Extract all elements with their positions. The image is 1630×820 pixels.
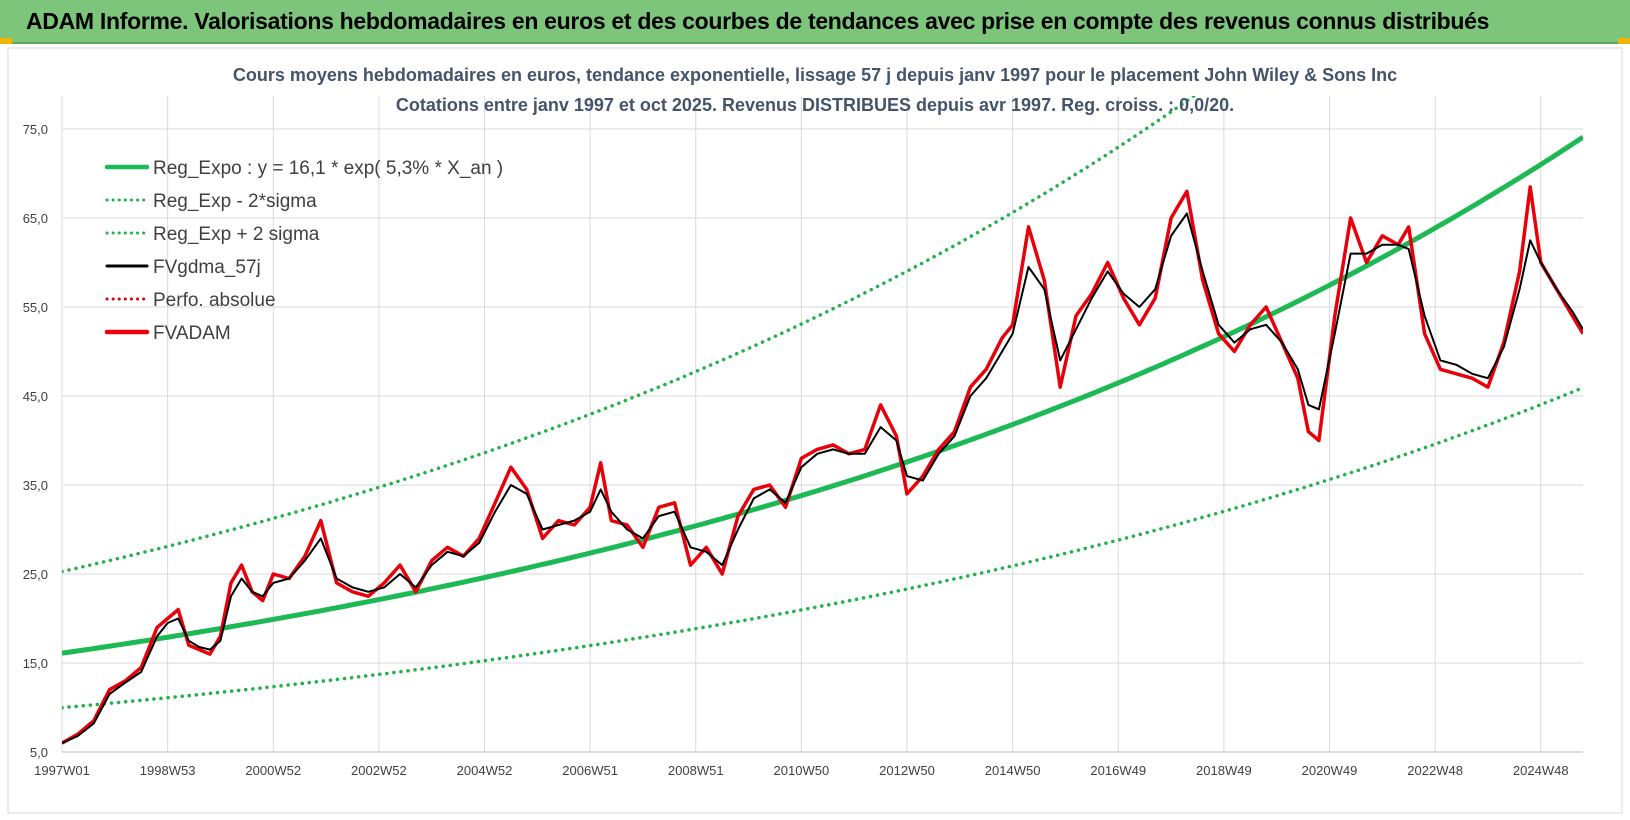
banner-title: ADAM Informe. Valorisations hebdomadaire… xyxy=(26,8,1490,34)
x-tick-label: 2012W50 xyxy=(879,763,935,778)
x-tick-label: 2010W50 xyxy=(774,763,830,778)
legend-label: FVADAM xyxy=(153,323,231,344)
corner-mark-right xyxy=(1618,38,1630,44)
series-reg-exp-plus-2sigma xyxy=(62,96,1197,574)
chart-subtitle: Cotations entre janv 1997 et oct 2025. R… xyxy=(396,95,1234,115)
x-tick-label: 2000W52 xyxy=(245,763,301,778)
banner: ADAM Informe. Valorisations hebdomadaire… xyxy=(0,0,1630,44)
legend-label: Reg_Exp - 2*sigma xyxy=(153,191,317,212)
chart-svg: 5,0 15,0 25,0 35,0 45,0 55,0 65,0 75,0 1997W01 19… xyxy=(7,47,1623,814)
chart-title: Cours moyens hebdomadaires en euros, ten… xyxy=(233,65,1397,85)
x-tick-label: 2016W49 xyxy=(1090,763,1146,778)
x-tick-label: 2022W48 xyxy=(1407,763,1463,778)
x-tick-label: 2006W51 xyxy=(562,763,618,778)
y-tick-label: 15,0 xyxy=(23,656,48,671)
legend-label: FVgdma_57j xyxy=(153,257,261,278)
series-reg-exp-minus-2sigma xyxy=(62,385,1583,710)
y-tick-label: 75,0 xyxy=(23,122,48,137)
y-tick-label: 25,0 xyxy=(23,567,48,582)
series-reg-expo xyxy=(62,135,1583,656)
x-tick-label: 1998W53 xyxy=(140,763,196,778)
x-tick-label: 2008W51 xyxy=(668,763,724,778)
x-tick-label: 2024W48 xyxy=(1513,763,1569,778)
series-fvgdma-57j xyxy=(62,212,1583,745)
y-tick-label: 65,0 xyxy=(23,211,48,226)
chart-area: 5,0 15,0 25,0 35,0 45,0 55,0 65,0 75,0 1997W01 19… xyxy=(0,46,1630,815)
axes: 5,0 15,0 25,0 35,0 45,0 55,0 65,0 75,0 1997W01 19… xyxy=(23,122,1583,778)
legend-label: Reg_Expo : y = 16,1 * exp( 5,3% * X_an ) xyxy=(153,158,503,179)
y-tick-label: 5,0 xyxy=(30,745,48,760)
x-tick-label: 2020W49 xyxy=(1302,763,1358,778)
chart-frame xyxy=(7,47,1623,814)
legend: Reg_Expo : y = 16,1 * exp( 5,3% * X_an )… xyxy=(104,158,503,344)
y-tick-label: 45,0 xyxy=(23,389,48,404)
x-tick-label: 2002W52 xyxy=(351,763,407,778)
series xyxy=(62,96,1583,745)
x-tick-label: 2004W52 xyxy=(457,763,513,778)
series-fvadam xyxy=(62,185,1583,745)
legend-label: Perfo. absolue xyxy=(153,290,276,311)
x-tick-label: 2014W50 xyxy=(985,763,1041,778)
legend-label: Reg_Exp + 2 sigma xyxy=(153,224,320,245)
y-tick-label: 55,0 xyxy=(23,300,48,315)
y-tick-label: 35,0 xyxy=(23,478,48,493)
x-tick-label: 2018W49 xyxy=(1196,763,1252,778)
x-tick-label: 1997W01 xyxy=(34,763,90,778)
corner-mark-left xyxy=(0,38,12,44)
